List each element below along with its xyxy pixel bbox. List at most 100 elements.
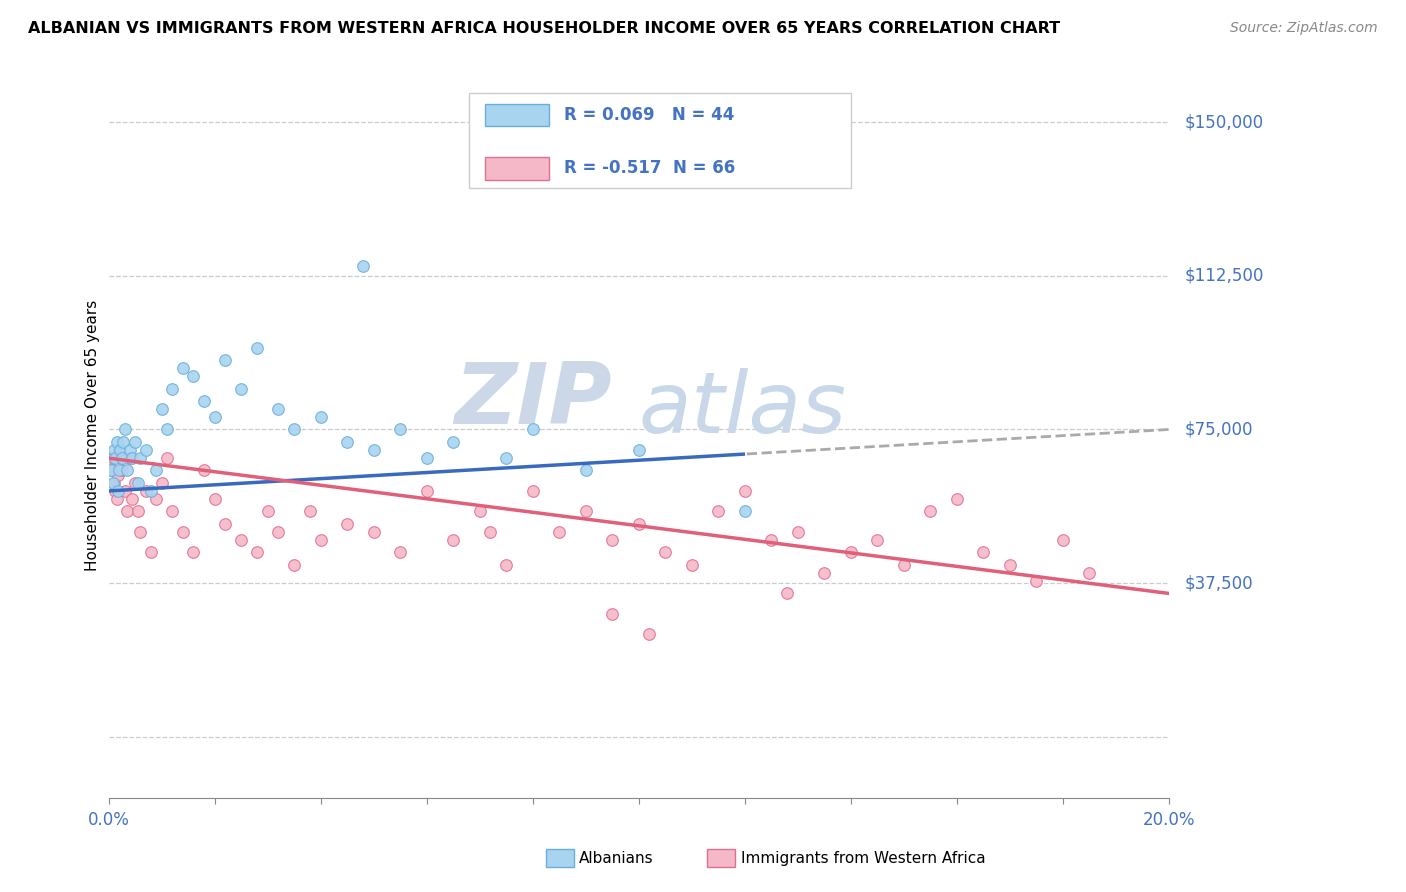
Text: $150,000: $150,000 [1185, 113, 1264, 131]
Point [654, 545, 676, 559]
Point [118, 451, 141, 466]
Point [600, 607, 623, 621]
Point [231, 533, 253, 548]
Point [283, 558, 305, 572]
Point [1025, 574, 1047, 588]
FancyBboxPatch shape [470, 94, 851, 187]
Point [145, 492, 167, 507]
Point [352, 259, 374, 273]
Point [681, 558, 703, 572]
Text: Source: ZipAtlas.com: Source: ZipAtlas.com [1230, 21, 1378, 35]
Point [145, 463, 167, 477]
Point [103, 475, 125, 490]
Text: R = -0.517  N = 66: R = -0.517 N = 66 [564, 160, 735, 178]
Point [945, 492, 967, 507]
Point [183, 369, 205, 384]
Point [127, 504, 149, 518]
Point [124, 434, 146, 449]
Text: ALBANIAN VS IMMIGRANTS FROM WESTERN AFRICA HOUSEHOLDER INCOME OVER 65 YEARS CORR: ALBANIAN VS IMMIGRANTS FROM WESTERN AFRI… [28, 21, 1060, 36]
Point [104, 483, 127, 498]
Point [920, 504, 942, 518]
Point [761, 533, 783, 548]
Point [103, 442, 125, 457]
Point [575, 463, 598, 477]
Point [495, 451, 517, 466]
Point [479, 524, 502, 539]
Text: $112,500: $112,500 [1185, 267, 1264, 285]
Point [172, 361, 194, 376]
Point [495, 558, 517, 572]
Point [267, 524, 290, 539]
Point [114, 483, 136, 498]
Point [135, 483, 157, 498]
Point [866, 533, 889, 548]
Point [129, 451, 152, 466]
Point [172, 524, 194, 539]
Point [121, 451, 143, 466]
Point [522, 483, 544, 498]
Point [111, 463, 134, 477]
Point [156, 422, 179, 436]
Point [363, 442, 385, 457]
Point [105, 434, 128, 449]
Point [522, 422, 544, 436]
Point [256, 504, 278, 518]
Point [734, 504, 756, 518]
Text: Immigrants from Western Africa: Immigrants from Western Africa [741, 851, 986, 865]
Point [267, 402, 290, 417]
Point [734, 483, 756, 498]
Point [893, 558, 915, 572]
Point [104, 451, 127, 466]
Point [627, 516, 650, 531]
Point [813, 566, 835, 580]
Point [156, 451, 179, 466]
Point [309, 410, 332, 425]
Point [627, 442, 650, 457]
Point [548, 524, 571, 539]
Bar [485, 157, 548, 179]
Point [309, 533, 332, 548]
Text: $75,000: $75,000 [1185, 420, 1253, 439]
Point [415, 483, 437, 498]
Point [336, 516, 359, 531]
Point [336, 434, 359, 449]
Point [105, 492, 128, 507]
Point [204, 410, 226, 425]
Point [214, 352, 236, 367]
Bar [485, 103, 548, 127]
Point [389, 422, 412, 436]
Point [193, 393, 215, 408]
Point [150, 402, 173, 417]
Point [112, 434, 135, 449]
Point [415, 451, 437, 466]
Point [1052, 533, 1074, 548]
Point [998, 558, 1021, 572]
Text: 0.0%: 0.0% [87, 811, 129, 829]
Point [839, 545, 862, 559]
Point [101, 475, 124, 490]
Point [441, 434, 464, 449]
Point [575, 504, 598, 518]
Point [150, 475, 173, 490]
Y-axis label: Householder Income Over 65 years: Householder Income Over 65 years [86, 300, 100, 571]
Point [101, 451, 124, 466]
Point [124, 475, 146, 490]
Point [139, 483, 162, 498]
Point [129, 524, 152, 539]
Point [299, 504, 322, 518]
Point [972, 545, 994, 559]
Point [193, 463, 215, 477]
Point [214, 516, 236, 531]
Point [118, 442, 141, 457]
Text: 20.0%: 20.0% [1143, 811, 1195, 829]
Point [110, 442, 132, 457]
Text: Albanians: Albanians [579, 851, 654, 865]
Point [139, 545, 162, 559]
Point [600, 533, 623, 548]
Point [1078, 566, 1101, 580]
Point [389, 545, 412, 559]
Point [363, 524, 385, 539]
Point [707, 504, 730, 518]
Point [786, 524, 808, 539]
Point [468, 504, 491, 518]
